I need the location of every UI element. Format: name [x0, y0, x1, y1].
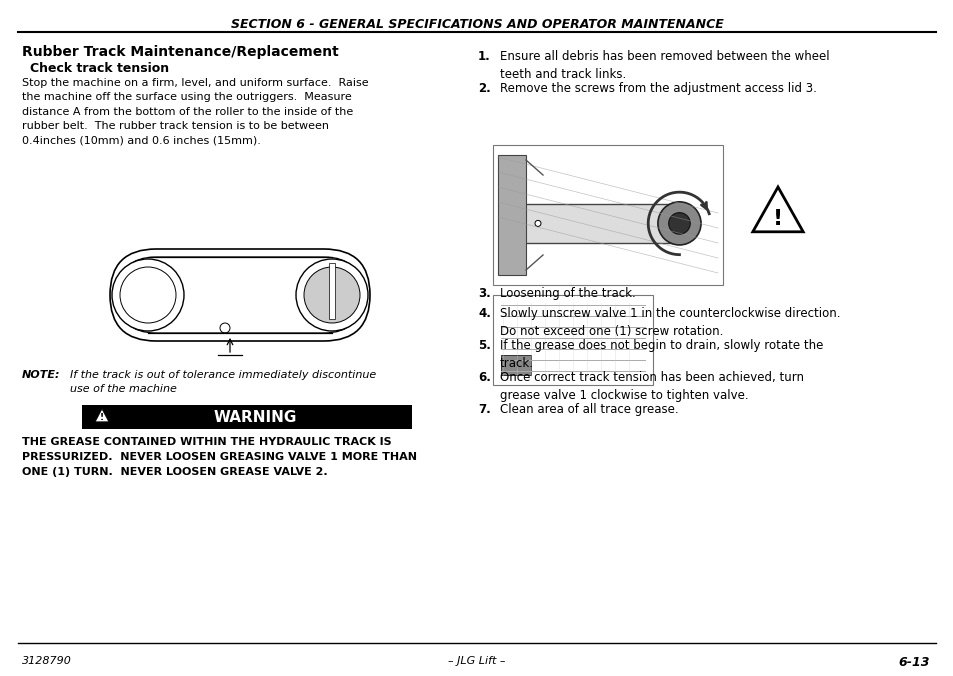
- Text: 4.: 4.: [477, 307, 491, 320]
- Text: THE GREASE CONTAINED WITHIN THE HYDRAULIC TRACK IS
PRESSURIZED.  NEVER LOOSEN GR: THE GREASE CONTAINED WITHIN THE HYDRAULI…: [22, 437, 416, 477]
- Text: If the grease does not begin to drain, slowly rotate the
track.: If the grease does not begin to drain, s…: [499, 339, 822, 370]
- Circle shape: [295, 259, 368, 331]
- Text: 5.: 5.: [477, 339, 491, 352]
- Circle shape: [304, 267, 359, 323]
- Text: Check track tension: Check track tension: [30, 62, 169, 75]
- Bar: [493, 295, 652, 385]
- Text: SECTION 6 - GENERAL SPECIFICATIONS AND OPERATOR MAINTENANCE: SECTION 6 - GENERAL SPECIFICATIONS AND O…: [231, 18, 722, 31]
- Text: !: !: [772, 209, 782, 229]
- Text: 6.: 6.: [477, 371, 491, 384]
- Text: Rubber Track Maintenance/Replacement: Rubber Track Maintenance/Replacement: [22, 45, 338, 59]
- Bar: [493, 145, 722, 285]
- Text: Ensure all debris has been removed between the wheel
teeth and track links.: Ensure all debris has been removed betwe…: [499, 50, 829, 81]
- Text: If the track is out of tolerance immediately discontinue
use of the machine: If the track is out of tolerance immedia…: [70, 370, 375, 394]
- Circle shape: [658, 202, 700, 245]
- Text: Slowly unscrew valve 1 in the counterclockwise direction.
Do not exceed one (1) : Slowly unscrew valve 1 in the counterclo…: [499, 307, 840, 338]
- Circle shape: [668, 213, 690, 234]
- Text: 1.: 1.: [477, 50, 490, 63]
- Text: Stop the machine on a firm, level, and uniform surface.  Raise
the machine off t: Stop the machine on a firm, level, and u…: [22, 78, 368, 145]
- Circle shape: [535, 220, 540, 226]
- Text: Clean area of all trace grease.: Clean area of all trace grease.: [499, 403, 678, 416]
- Text: 3.: 3.: [477, 287, 490, 300]
- Polygon shape: [752, 187, 802, 232]
- Bar: [497, 155, 525, 275]
- Bar: [82, 405, 412, 429]
- Text: 6-13: 6-13: [898, 656, 929, 669]
- Polygon shape: [95, 409, 109, 422]
- Text: NOTE:: NOTE:: [22, 370, 60, 380]
- Text: !: !: [100, 414, 104, 422]
- Text: Loosening of the track.: Loosening of the track.: [499, 287, 635, 300]
- Bar: [522, 203, 672, 243]
- Text: 3128790: 3128790: [22, 656, 71, 666]
- Text: Remove the screws from the adjustment access lid 3.: Remove the screws from the adjustment ac…: [499, 82, 816, 95]
- Text: WARNING: WARNING: [213, 410, 296, 425]
- Bar: [329, 263, 335, 319]
- Text: – JLG Lift –: – JLG Lift –: [448, 656, 505, 666]
- Text: 7.: 7.: [477, 403, 490, 416]
- Bar: [500, 355, 531, 375]
- Text: 2.: 2.: [477, 82, 490, 95]
- Circle shape: [112, 259, 184, 331]
- Text: Once correct track tension has been achieved, turn
grease valve 1 clockwise to t: Once correct track tension has been achi…: [499, 371, 803, 402]
